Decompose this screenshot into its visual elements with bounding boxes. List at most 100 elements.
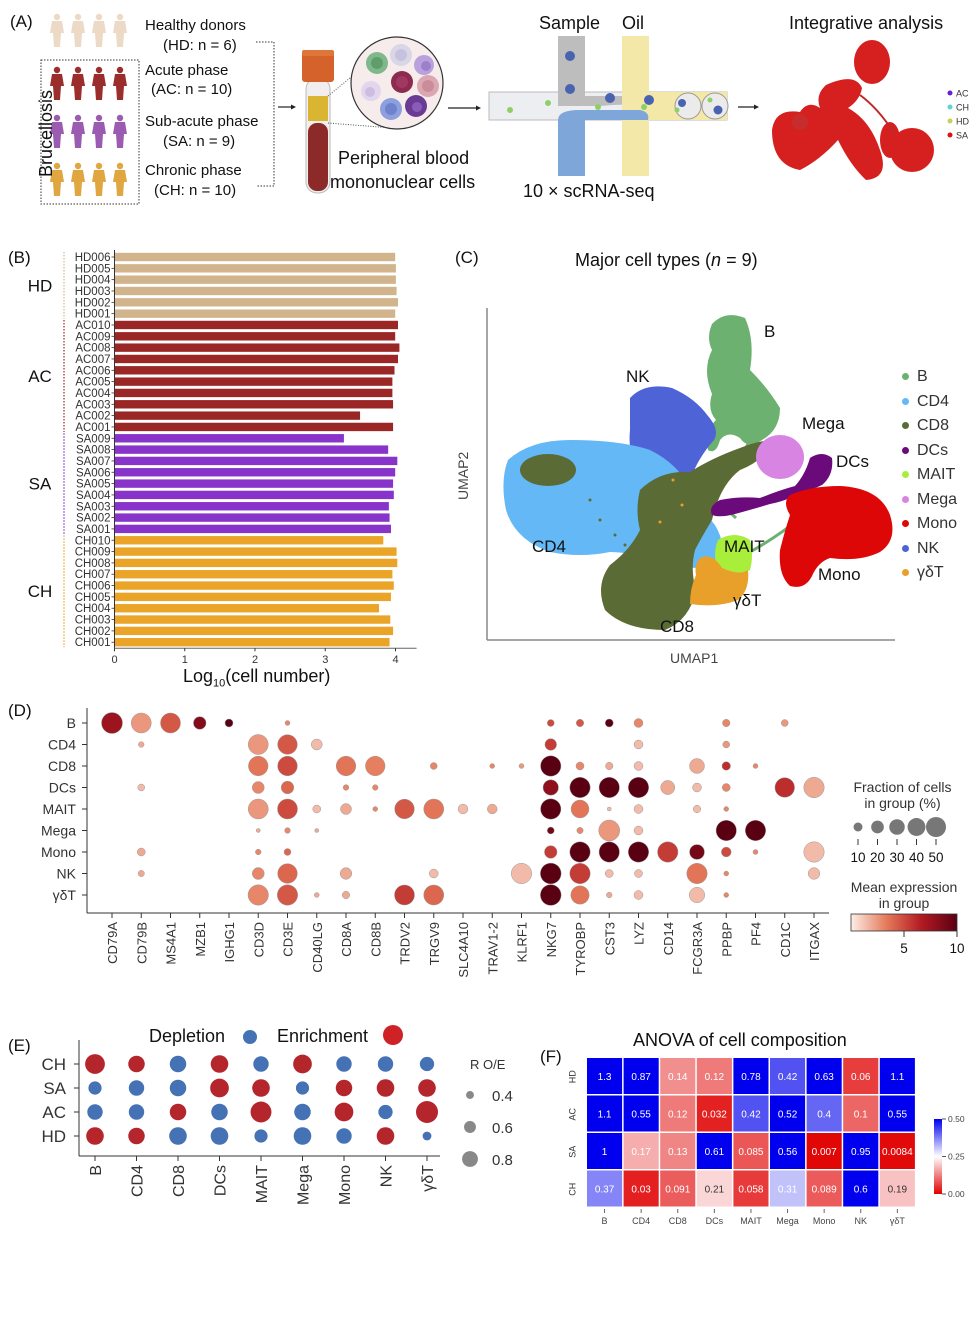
umap-legend-item: CD8: [902, 417, 949, 435]
gene-label-ppbp: PPBP: [719, 922, 734, 957]
bar-hd004: [114, 274, 397, 285]
bar-ch003: [114, 614, 391, 625]
gene-label-lyz: LYZ: [632, 922, 647, 945]
colorbar-label: 10: [949, 941, 964, 956]
dot-DCs-cd3e: [280, 780, 295, 795]
heatmap-value: 0.87: [631, 1072, 651, 1083]
brucellosis-label: Brucellosis: [36, 89, 56, 177]
arrow-1-head: [291, 104, 296, 110]
panel-e-label: (E): [8, 1036, 31, 1055]
integrative-umap-plot: [772, 40, 934, 180]
gene-label-ighg1: IGHG1: [222, 922, 237, 962]
dot-γδT-cd40lg: [314, 892, 320, 898]
integrative-legend: AC CH HD SA: [947, 89, 969, 141]
size-legend-dot: [907, 818, 926, 836]
heatmap-cell-sa-nk: [843, 1133, 879, 1169]
person-head: [53, 66, 61, 74]
roe-dot-hd-nk: [376, 1127, 395, 1145]
heatmap-value: 0.4: [817, 1110, 831, 1121]
dot-MAIT-cd3d: [248, 798, 269, 820]
dot-CD4-lyz: [633, 739, 644, 750]
heatmap-cell-ac-γδt: [879, 1095, 915, 1132]
roe-col-label-mega: Mega: [296, 1165, 313, 1205]
dot-Mega-nkg7: [547, 826, 555, 835]
dot-NK-nkg7: [540, 862, 562, 885]
heatmap-value: 0.06: [851, 1072, 871, 1083]
size-legend-label: 10: [850, 850, 865, 865]
bar-label-ac005: AC005: [75, 377, 110, 389]
bar-hd003: [114, 286, 398, 296]
gene-label-mzb1: MZB1: [193, 922, 208, 957]
roe-dot-hd-dcs: [210, 1127, 229, 1145]
roe-dot-ch-dcs: [210, 1055, 229, 1073]
person-head: [95, 13, 103, 21]
bar-label-ch001: CH001: [75, 637, 111, 649]
roe-col-label-b: B: [88, 1165, 105, 1176]
size-legend-label: 40: [909, 850, 924, 865]
legend-dot: [902, 569, 909, 577]
size-legend-label: 20: [870, 850, 885, 865]
dot-B-nkg7: [547, 719, 555, 727]
person-body: [113, 170, 127, 196]
heatmap-cell-ac-cd4: [623, 1095, 659, 1132]
dot-DCs-cst3: [598, 777, 620, 798]
bar-label-ch005: CH005: [75, 592, 111, 604]
bar-hd001: [114, 308, 396, 319]
bar-label-ac008: AC008: [75, 343, 110, 355]
size-legend-label: 30: [889, 850, 904, 865]
person-icon: [50, 114, 64, 148]
dot-γδT-tyrobp: [570, 885, 590, 905]
bar-label-hd001: HD001: [75, 309, 111, 321]
bar-ch008: [114, 558, 398, 568]
x-tick-label: 0: [111, 654, 117, 666]
person-icon: [92, 114, 106, 148]
dot-MAIT-cd8a: [340, 803, 352, 815]
dot-Mega-cd40lg: [314, 828, 319, 833]
dot-Mono-nkg7: [544, 845, 558, 859]
roe-dot-ac-mait: [250, 1101, 272, 1123]
roe-size-legend-dot: [466, 1091, 474, 1099]
bar-label-sa003: SA003: [76, 501, 111, 513]
dot-CD8-cd3e: [277, 755, 298, 777]
person-head: [74, 66, 82, 74]
bar-ch010: [114, 535, 384, 546]
roe-dot-sa-γδt: [418, 1079, 436, 1097]
x-tick-label: 1: [182, 654, 188, 666]
bar-sa008: [114, 444, 389, 455]
heatmap-value: 0.63: [814, 1072, 834, 1083]
legend-dot: [902, 544, 909, 552]
row-label-Mono: Mono: [41, 844, 76, 860]
dot-MAIT-tyrobp: [570, 799, 590, 819]
fraction-legend-title: Fraction of cells in group (%): [850, 779, 955, 811]
pbmc-label-line1: Peripheral blood: [338, 148, 470, 168]
dot-MAIT-slc4a10: [457, 803, 469, 815]
person-head: [116, 162, 124, 170]
bar-label-sa008: SA008: [76, 445, 111, 457]
roe-dot-sa-dcs: [210, 1078, 229, 1098]
dot-CD8-nkg7: [540, 755, 562, 777]
integrative-legend-dot: [947, 90, 953, 96]
heatmap-value: 0.12: [705, 1072, 725, 1083]
person-icon: [113, 114, 127, 148]
heatmap-col-label-mega: Mega: [776, 1216, 799, 1226]
heatmap-value: 0.14: [668, 1072, 688, 1083]
gene-label-nkg7: NKG7: [544, 922, 559, 957]
umap-title-prefix: Major cell types (: [575, 250, 712, 270]
bar-sa009: [114, 433, 345, 444]
dot-NK-itgax: [807, 867, 821, 880]
dot-NK-cst3: [605, 869, 614, 878]
dot-NK-cd8a: [339, 867, 353, 880]
expression-legend-title-2: in group: [878, 895, 930, 911]
roe-dot-sa-mega: [295, 1081, 310, 1095]
bar-label-ch009: CH009: [75, 547, 111, 559]
umap-y-label: UMAP2: [455, 451, 471, 500]
group-sa-name: Sub-acute phase: [145, 113, 259, 130]
bar-ac004: [114, 388, 393, 398]
person-head: [74, 13, 82, 21]
legend-label: DCs: [917, 441, 949, 459]
bar-label-hd004: HD004: [75, 275, 111, 287]
gene-label-cd1c: CD1C: [778, 922, 793, 957]
dot-MAIT-nkg7: [540, 798, 562, 820]
cell-number-bar-chart: HD006HD005HD004HD003HD002HD001HDAC010AC0…: [28, 250, 417, 666]
roe-dotplot: CH SA AC HD B CD4 CD8 DCs MAIT Mega Mono NK γδT 0.4 0.…: [41, 1040, 513, 1205]
